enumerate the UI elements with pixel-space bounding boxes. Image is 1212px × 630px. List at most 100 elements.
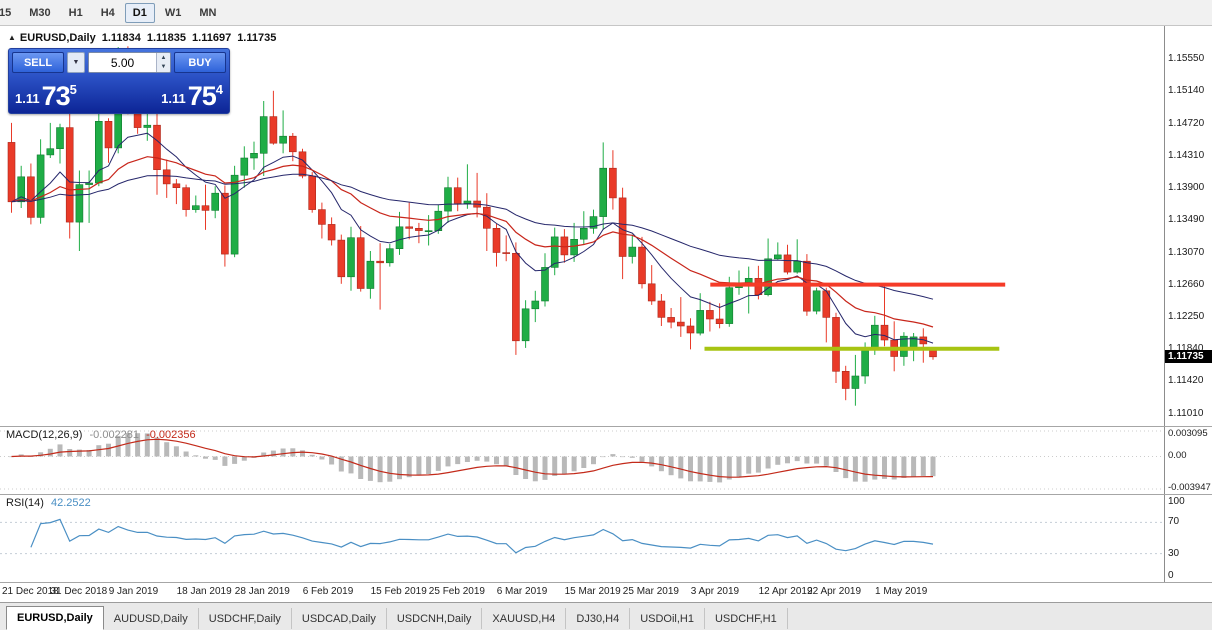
candle-body xyxy=(541,267,549,302)
macd-chart[interactable] xyxy=(0,427,1164,494)
macd-histogram-bar xyxy=(57,444,63,457)
candle-body xyxy=(453,187,462,204)
candle-body xyxy=(27,176,35,218)
date-axis-label: 9 Jan 2019 xyxy=(108,586,159,597)
candle-body xyxy=(162,169,171,185)
candle-body xyxy=(318,209,326,225)
price-axis-label: 1.13070 xyxy=(1168,246,1205,258)
price-axis-label: 1.13490 xyxy=(1168,213,1205,225)
candle-body xyxy=(783,254,792,273)
spin-up-icon[interactable]: ▲ xyxy=(157,53,170,63)
macd-histogram-bar xyxy=(173,446,179,457)
timeframe-d1[interactable]: D1 xyxy=(124,2,155,23)
chart-tab-usdchf-h1[interactable]: USDCHF,H1 xyxy=(705,608,788,629)
chart-tab-usdoil-h1[interactable]: USDOil,H1 xyxy=(630,608,705,629)
chart-tab-audusd-daily[interactable]: AUDUSD,Daily xyxy=(104,608,199,629)
sell-button[interactable]: SELL xyxy=(12,52,64,73)
price-axis-label: 1.11840 xyxy=(1168,342,1204,354)
chart-header: ▲ EURUSD,Daily 1.11834 1.11835 1.11697 1.1173… xyxy=(8,32,276,44)
macd-histogram-bar xyxy=(775,456,781,465)
macd-histogram-bar xyxy=(571,456,577,472)
price-axis-label: 1.12250 xyxy=(1168,310,1205,322)
chart-tab-xauusd-h4[interactable]: XAUUSD,H4 xyxy=(482,608,567,629)
candle-body xyxy=(269,116,278,144)
ma-slow-line xyxy=(11,173,934,300)
macd-histogram-bar xyxy=(338,456,344,472)
chart-tab-usdcad-daily[interactable]: USDCAD,Daily xyxy=(292,608,387,629)
rsi-axis[interactable]: 100 70 30 0 xyxy=(1164,495,1212,582)
rsi-chart[interactable] xyxy=(0,495,1164,582)
macd-histogram-bar xyxy=(804,456,810,464)
candle-body xyxy=(812,290,821,312)
date-axis-label: 22 Apr 2019 xyxy=(807,586,862,597)
macd-histogram-bar xyxy=(329,456,335,465)
macd-histogram-bar xyxy=(348,456,354,474)
timeframe-15[interactable]: 15 xyxy=(0,6,12,19)
candle-body xyxy=(327,224,336,241)
candle-body xyxy=(279,135,287,144)
chevron-down-icon: ▼ xyxy=(72,59,80,66)
candle-body xyxy=(618,197,627,257)
macd-histogram-bar xyxy=(212,456,218,460)
volume-dropdown-button[interactable]: ▼ xyxy=(67,52,85,73)
current-price-tag: 1.11735 xyxy=(1165,349,1212,363)
candle-body xyxy=(628,246,637,257)
timeframe-mn[interactable]: MN xyxy=(199,6,217,19)
macd-signal-line xyxy=(11,438,934,478)
macd-histogram-bar xyxy=(38,452,44,457)
timeframe-w1[interactable]: W1 xyxy=(164,6,182,19)
buy-button[interactable]: BUY xyxy=(174,52,226,73)
price-axis-label: 1.11010 xyxy=(1168,407,1204,419)
date-axis-label: 6 Feb 2019 xyxy=(302,586,354,597)
volume-stepper[interactable]: ▲ ▼ xyxy=(156,53,170,72)
candle-body xyxy=(589,216,598,229)
macd-histogram-bar xyxy=(930,456,936,477)
price-axis[interactable]: 1.15550 1.15140 1.14720 1.14310 1.13900 1.134… xyxy=(1164,26,1212,426)
price-axis-label: 1.12660 xyxy=(1168,278,1205,290)
chart-tab-usdchf-daily[interactable]: USDCHF,Daily xyxy=(199,608,292,629)
macd-histogram-bar xyxy=(261,452,267,457)
macd-histogram-bar xyxy=(688,456,693,482)
macd-histogram-bar xyxy=(416,456,422,476)
chart-tab-usdcnh-daily[interactable]: USDCNH,Daily xyxy=(387,608,483,629)
date-axis-label: 6 Mar 2019 xyxy=(496,586,548,597)
macd-histogram-bar xyxy=(891,456,897,480)
macd-histogram-bar xyxy=(397,456,402,480)
macd-histogram-bar xyxy=(319,456,325,460)
macd-histogram-bar xyxy=(513,456,519,475)
macd-histogram-bar xyxy=(911,456,917,477)
timeframe-h1[interactable]: H1 xyxy=(68,6,83,19)
price-axis-label: 1.11420 xyxy=(1168,375,1204,387)
spin-down-icon[interactable]: ▼ xyxy=(157,62,170,72)
ma-fast-line xyxy=(11,132,934,344)
date-axis-label: 25 Feb 2019 xyxy=(428,586,485,597)
price-axis-label: 1.14720 xyxy=(1168,117,1205,129)
macd-histogram-bar xyxy=(377,456,383,483)
candle-body xyxy=(657,300,666,318)
macd-histogram-bar xyxy=(300,450,305,457)
macd-histogram-bar xyxy=(542,456,548,480)
macd-histogram-bar xyxy=(193,455,199,457)
candle-body xyxy=(17,176,26,203)
candle-body xyxy=(366,260,375,289)
rsi-value: 42.2522 xyxy=(50,497,91,509)
macd-histogram-bar xyxy=(785,456,790,464)
rsi-label: RSI(14) 42.2522 xyxy=(6,497,95,509)
macd-histogram-bar xyxy=(106,443,111,457)
timeframe-h4[interactable]: H4 xyxy=(100,6,115,19)
chart-tab-eurusd-daily[interactable]: EURUSD,Daily xyxy=(6,606,104,630)
ask-price-main: 1.11 xyxy=(161,91,186,106)
date-axis[interactable]: 21 Dec 2018 31 Dec 2018 9 Jan 2019 18 Jan 2… xyxy=(0,582,1212,602)
candle-body xyxy=(463,200,472,204)
macd-axis[interactable]: 0.003095 0.00 -0.003947 xyxy=(1164,427,1212,494)
timeframe-m30[interactable]: M30 xyxy=(29,6,51,19)
macd-axis-label: 0.00 xyxy=(1168,450,1187,462)
volume-input[interactable] xyxy=(89,53,156,72)
candle-body xyxy=(56,127,64,149)
macd-histogram-bar xyxy=(445,456,451,467)
chart-tab-dj30-h4[interactable]: DJ30,H4 xyxy=(566,608,631,629)
chart-title: EURUSD,Daily xyxy=(19,32,96,44)
macd-histogram-bar xyxy=(125,433,131,457)
macd-histogram-bar xyxy=(600,456,606,458)
date-axis-label: 28 Jan 2019 xyxy=(234,586,290,597)
